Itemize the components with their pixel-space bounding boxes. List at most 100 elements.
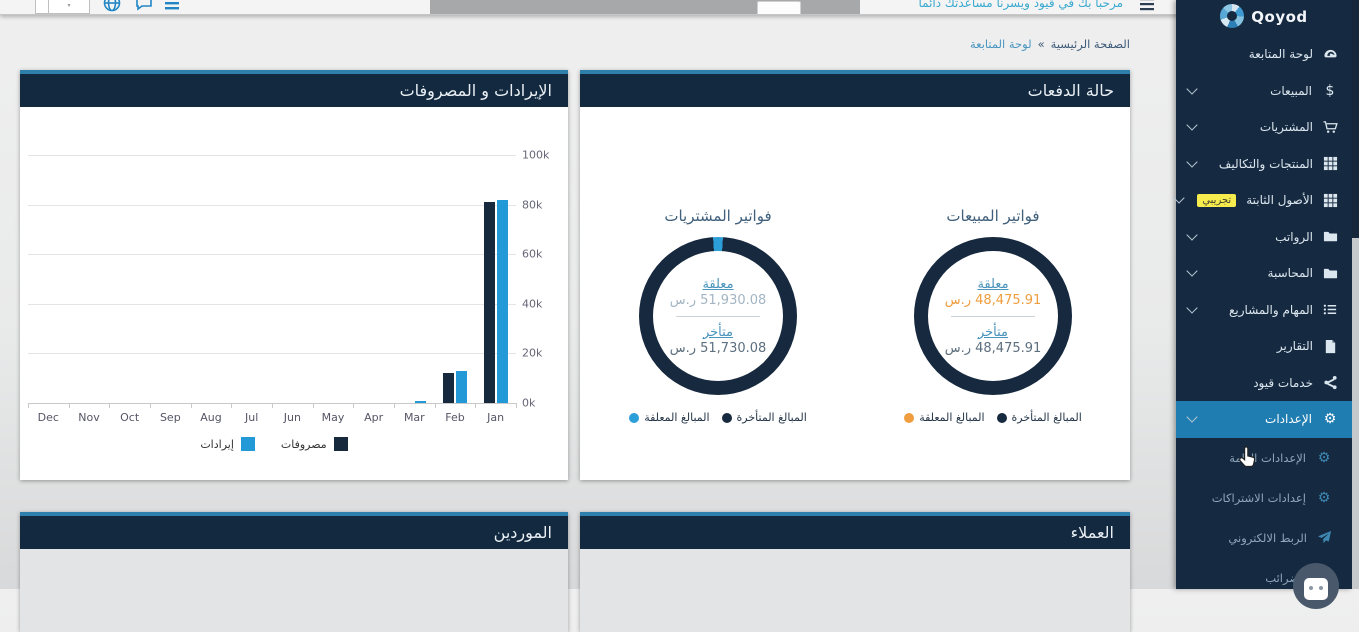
beta-badge: تجريبي [1197, 194, 1236, 207]
sidebar-item-qoyod-services[interactable]: خدمات قيود [1176, 365, 1352, 402]
chevron-down-icon [1186, 83, 1197, 94]
gauge-icon [1323, 47, 1338, 62]
chevron-down-icon [1186, 120, 1197, 131]
x-axis-tick [272, 403, 273, 408]
gear-icon: ⚙ [1316, 490, 1332, 506]
sidebar-item-sales[interactable]: $ المبيعات [1176, 73, 1352, 110]
scrollbar-thumb[interactable] [1352, 0, 1359, 238]
gear-icon: ⚙ [1322, 411, 1338, 427]
x-axis-label: Jun [272, 411, 313, 424]
chart-bar [415, 401, 426, 403]
sales-overdue-value: 48,475.91 ر.س [945, 341, 1042, 356]
purchase-pending-link[interactable]: معلقة [702, 277, 733, 292]
sidebar-item-label: الإعدادات [1265, 412, 1312, 426]
grid-icon [1323, 156, 1338, 171]
legend-label: مصروفات [281, 438, 327, 451]
y-axis-tick-label: 0k [522, 397, 535, 410]
chart-bar [497, 200, 508, 403]
sidebar-item-subscription-settings[interactable]: ⚙ إعدادات الاشتراكات [1176, 478, 1352, 518]
sidebar-item-reports[interactable]: التقارير [1176, 328, 1352, 365]
overdue-amounts-label: المبالغ المتأخرة [1012, 411, 1082, 424]
chat-bubble-icon[interactable] [134, 0, 154, 13]
folder-icon [1323, 266, 1338, 281]
x-axis-label: Sep [150, 411, 191, 424]
donut-divider [676, 316, 761, 317]
purchase-invoices-title: فواتير المشتريات [598, 207, 838, 225]
sidebar-item-dashboard[interactable]: لوحة المتابعة [1176, 36, 1352, 73]
x-axis-label: Aug [191, 411, 232, 424]
x-axis-label: May [313, 411, 354, 424]
customers-body [580, 549, 1130, 632]
gridline [28, 254, 516, 255]
paper-plane-icon [1317, 530, 1332, 545]
sales-invoices-donut: معلقة 48,475.91 ر.س متأخر 48,475.91 ر.س [914, 237, 1072, 395]
hamburger-icon[interactable] [1138, 0, 1156, 13]
customers-card: العملاء [580, 512, 1130, 632]
sidebar-item-electronic-linking[interactable]: الربط الالكتروني [1176, 518, 1352, 558]
breadcrumb-current[interactable]: لوحة المتابعة [970, 37, 1032, 51]
folder-icon [1323, 229, 1338, 244]
legend-swatch [241, 437, 255, 451]
globe-icon[interactable] [102, 0, 122, 13]
sidebar-item-settings[interactable]: ⚙ الإعدادات [1176, 401, 1352, 438]
qoyod-logo-icon [1220, 4, 1244, 28]
x-axis-label: Feb [435, 411, 476, 424]
pending-amounts-dot [629, 413, 639, 423]
topbar-white-button[interactable] [757, 1, 801, 15]
purchase-donut-legend: المبالغ المعلقة المبالغ المتأخرة [598, 411, 838, 424]
suppliers-header: الموردين [20, 512, 568, 549]
topbar-select[interactable]: ▾ [48, 0, 90, 14]
sidebar-item-general-settings[interactable]: ⚙ الإعدادات العامة [1176, 438, 1352, 478]
chevron-down-icon [1186, 412, 1197, 423]
sidebar-item-label: لوحة المتابعة [1249, 47, 1313, 61]
x-axis-label: Dec [28, 411, 69, 424]
page-scrollbar[interactable] [1352, 0, 1359, 589]
chat-widget-button[interactable] [1293, 563, 1339, 609]
x-axis-tick [28, 403, 29, 408]
x-axis-tick [435, 403, 436, 408]
sales-overdue-link[interactable]: متأخر [978, 325, 1008, 340]
sales-pending-link[interactable]: معلقة [977, 277, 1008, 292]
chart-legend-item: إيرادات [200, 437, 255, 451]
tasks-icon [1323, 302, 1338, 317]
sidebar-item-products-costs[interactable]: المنتجات والتكاليف [1176, 146, 1352, 183]
purchase-overdue-link[interactable]: متأخر [703, 325, 733, 340]
pending-amounts-dot [904, 413, 914, 423]
payments-body: فواتير المبيعات معلقة 48,475.91 ر.س متأخ… [580, 107, 1130, 480]
sidebar-item-accounting[interactable]: المحاسبة [1176, 255, 1352, 292]
x-axis-label: Jul [231, 411, 272, 424]
sidebar-item-salaries[interactable]: الرواتب [1176, 219, 1352, 256]
y-axis-tick-label: 40k [522, 297, 542, 310]
sidebar-item-fixed-assets[interactable]: الأصول الثابتة تجريبي [1176, 182, 1352, 219]
sales-invoices-title: فواتير المبيعات [873, 207, 1113, 225]
y-axis-tick-label: 20k [522, 347, 542, 360]
sidebar-item-label: الأصول الثابتة [1246, 193, 1313, 207]
sidebar-item-label: الرواتب [1275, 230, 1313, 244]
donut-divider [951, 316, 1036, 317]
breadcrumb-home[interactable]: الصفحة الرئيسية [1051, 37, 1130, 51]
x-axis-label: Mar [394, 411, 435, 424]
chevron-down-icon [1186, 229, 1197, 240]
sidebar-item-tasks-projects[interactable]: المهام والمشاريع [1176, 292, 1352, 329]
x-axis-tick [231, 403, 232, 408]
pending-amounts-label: المبالغ المعلقة [919, 411, 984, 424]
y-axis-tick-label: 100k [522, 149, 549, 162]
x-axis-label: Apr [353, 411, 394, 424]
welcome-message: مرحبا بك في قيود ويسرنا مساعدتك دائما [863, 0, 1123, 10]
purchase-overdue-value: 51,730.08 ر.س [670, 341, 767, 356]
x-axis-label: Nov [69, 411, 110, 424]
chevron-down-icon [1186, 266, 1197, 277]
revenue-expenses-header: الإيرادات و المصروفات [20, 70, 568, 107]
x-axis-tick [313, 403, 314, 408]
cart-icon [1323, 120, 1338, 135]
list-icon[interactable] [162, 0, 182, 13]
overdue-amounts-label: المبالغ المتأخرة [737, 411, 807, 424]
chart-bar [443, 373, 454, 403]
x-axis-tick [516, 403, 517, 408]
topbar: ▾ مرحبا بك في قيود ويسرنا مساعدتك دائما [0, 0, 1183, 15]
qoyod-logo[interactable]: Qoyod [1176, 0, 1352, 36]
grid-icon [1323, 193, 1338, 208]
sidebar-item-label: الربط الالكتروني [1228, 531, 1307, 545]
gridline [28, 304, 516, 305]
sidebar-item-purchases[interactable]: المشتريات [1176, 109, 1352, 146]
